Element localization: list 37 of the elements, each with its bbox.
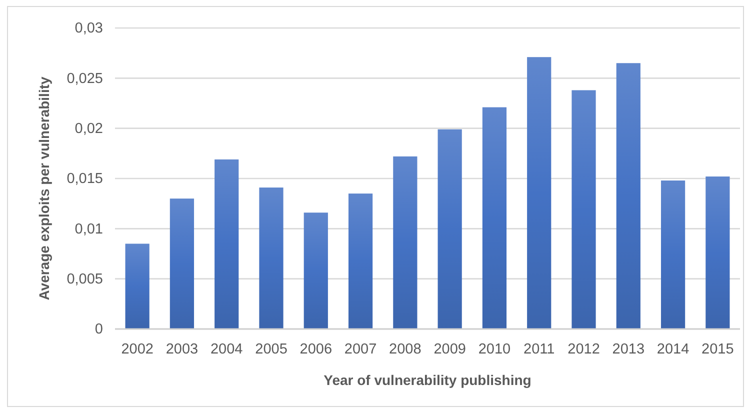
- bar: [125, 244, 150, 329]
- x-tick-label: 2014: [656, 341, 690, 358]
- bar: [616, 63, 640, 329]
- bar: [572, 90, 596, 329]
- y-tick-label: 0,02: [74, 120, 103, 137]
- bar: [214, 159, 239, 329]
- x-tick-label: 2009: [434, 341, 466, 358]
- y-axis-title: Average exploits per vulnerability: [36, 76, 52, 300]
- y-tick-label: 0,005: [66, 271, 103, 288]
- y-tick-label: 0,01: [74, 221, 103, 238]
- x-tick-label: 2015: [702, 341, 734, 358]
- x-tick-label: 2010: [478, 341, 511, 358]
- x-tick-label: 2002: [121, 341, 154, 358]
- x-tick-label: 2004: [210, 341, 243, 358]
- bar: [348, 194, 373, 329]
- bar: [259, 188, 284, 329]
- x-tick-label: 2006: [300, 341, 332, 358]
- bar: [482, 107, 507, 329]
- bar: [527, 57, 552, 329]
- y-tick-label: 0,025: [66, 70, 103, 87]
- x-tick-label: 2005: [255, 341, 288, 358]
- x-tick-label: 2008: [389, 341, 422, 358]
- bar: [170, 198, 194, 329]
- bar: [706, 176, 730, 329]
- y-tick-label: 0: [94, 322, 103, 338]
- x-tick-label: 2011: [524, 341, 555, 358]
- x-tick-label: 2012: [568, 341, 600, 358]
- bar: [660, 180, 686, 329]
- bar: [438, 129, 462, 329]
- x-axis-title: Year of vulnerability publishing: [324, 372, 532, 388]
- x-tick-label: 2003: [166, 341, 198, 358]
- y-tick-label: 0,03: [74, 20, 103, 37]
- x-tick-label: 2013: [612, 341, 645, 358]
- bar: [393, 156, 418, 329]
- y-tick-label: 0,015: [66, 171, 103, 188]
- bar: [304, 212, 328, 329]
- x-tick-label: 2007: [344, 341, 377, 358]
